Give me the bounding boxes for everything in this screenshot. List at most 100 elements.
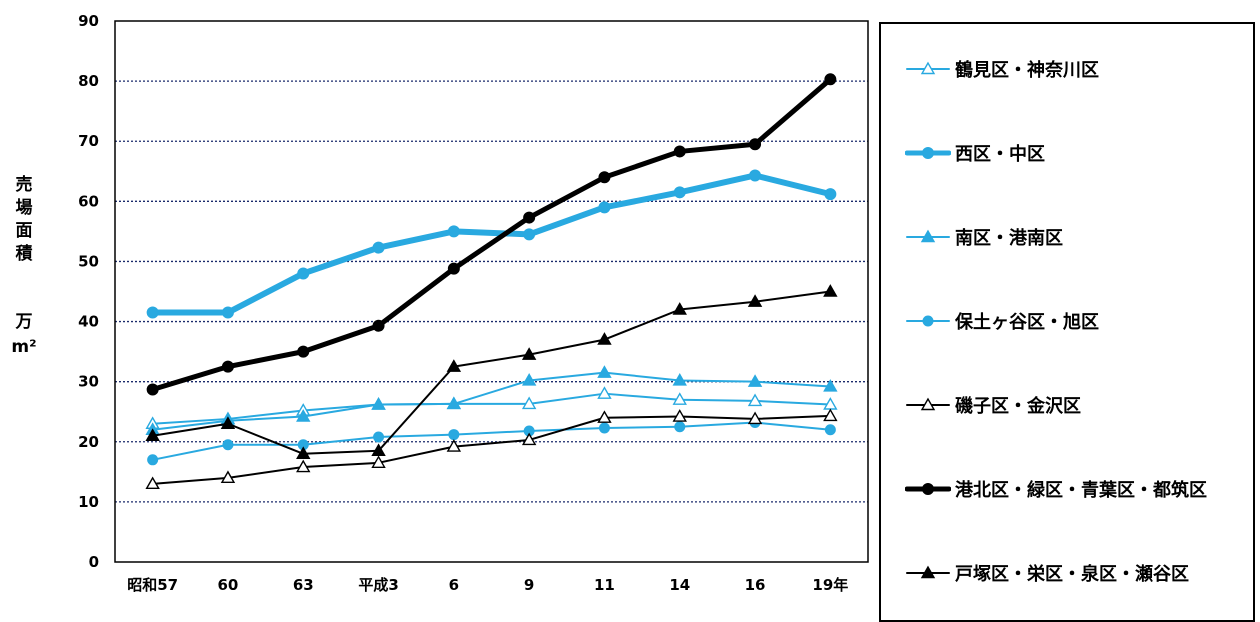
legend-item: 南区・港南区 bbox=[905, 222, 1063, 252]
data-point bbox=[597, 410, 612, 423]
data-point bbox=[221, 306, 234, 319]
data-point bbox=[597, 332, 612, 345]
x-tick-label: 19年 bbox=[812, 576, 848, 594]
data-point bbox=[922, 315, 934, 327]
data-point bbox=[296, 459, 311, 473]
legend: 鶴見区・神奈川区 西区・中区南区・港南区保土ヶ谷区・旭区 磯子区・金沢区港北区・緑区… bbox=[879, 22, 1255, 622]
y-axis-label-char: 場 bbox=[16, 198, 33, 218]
y-tick-label: 10 bbox=[78, 493, 99, 511]
data-point bbox=[747, 411, 763, 425]
x-tick-label: 6 bbox=[449, 576, 459, 594]
data-point bbox=[523, 211, 536, 224]
data-point bbox=[672, 392, 687, 405]
y-axis-label-char: 面 bbox=[16, 221, 33, 241]
x-tick-label: 9 bbox=[524, 576, 534, 594]
data-point bbox=[296, 446, 311, 459]
data-point bbox=[922, 483, 934, 495]
x-tick-label: 11 bbox=[594, 576, 615, 594]
data-point bbox=[672, 373, 687, 386]
x-tick-label: 昭和57 bbox=[127, 576, 178, 594]
legend-item: 戸塚区・栄区・泉区・瀬谷区 bbox=[905, 558, 1189, 588]
data-point bbox=[221, 360, 234, 373]
legend-label: 保土ヶ谷区・旭区 bbox=[955, 312, 1099, 333]
data-point bbox=[297, 345, 310, 358]
data-point bbox=[674, 421, 686, 433]
plot-area-border bbox=[114, 20, 869, 563]
data-point bbox=[672, 302, 687, 315]
data-point bbox=[220, 416, 236, 429]
y-tick-label: 20 bbox=[78, 433, 99, 451]
data-point bbox=[446, 439, 462, 452]
data-point bbox=[147, 454, 159, 466]
y-axis-label-char: 売 bbox=[16, 174, 33, 195]
data-point bbox=[373, 431, 385, 443]
legend-label: 戸塚区・栄区・泉区・瀬谷区 bbox=[955, 564, 1189, 585]
legend-swatch bbox=[906, 565, 950, 579]
data-point bbox=[920, 397, 936, 411]
legend-swatch bbox=[905, 483, 951, 495]
series-1 bbox=[145, 386, 838, 429]
data-point bbox=[749, 169, 762, 182]
data-point bbox=[220, 470, 236, 484]
y-tick-label: 90 bbox=[78, 12, 99, 30]
data-point bbox=[598, 422, 610, 434]
legend-item: 港北区・緑区・青葉区・都筑区 bbox=[905, 474, 1207, 504]
data-point bbox=[749, 138, 762, 151]
data-point bbox=[446, 396, 462, 410]
data-point bbox=[521, 373, 537, 386]
series-2 bbox=[146, 169, 837, 319]
series-7 bbox=[145, 284, 838, 459]
x-tick-label: 14 bbox=[669, 576, 690, 594]
data-point bbox=[824, 73, 837, 86]
legend-item: 鶴見区・神奈川区 bbox=[905, 54, 1099, 84]
x-tick-label: 16 bbox=[745, 576, 766, 594]
legend-swatch bbox=[906, 315, 950, 327]
data-point bbox=[297, 267, 310, 280]
data-point bbox=[673, 145, 686, 158]
data-point bbox=[448, 429, 460, 441]
data-point bbox=[371, 443, 386, 456]
x-tick-label: 63 bbox=[293, 576, 314, 594]
data-point bbox=[747, 374, 763, 387]
legend-label: 鶴見区・神奈川区 bbox=[955, 60, 1099, 81]
data-point bbox=[922, 147, 934, 159]
x-tick-label: 平成3 bbox=[358, 576, 398, 594]
data-point bbox=[598, 171, 611, 184]
data-point bbox=[673, 186, 686, 199]
y-unit-label: 万 bbox=[15, 312, 33, 332]
data-point bbox=[447, 262, 460, 275]
line-chart: 0 10 20 30 40 50 60 70 80 90 昭和57 60 63 平成3 6 9 11 14 16 1… bbox=[11, 12, 869, 594]
series-line bbox=[149, 172, 834, 316]
data-point bbox=[920, 61, 936, 75]
data-point bbox=[521, 347, 537, 360]
legend-label: 港北区・緑区・青葉区・都筑区 bbox=[955, 480, 1207, 501]
data-point bbox=[598, 201, 611, 214]
y-tick-label: 70 bbox=[78, 132, 99, 150]
series-line bbox=[151, 371, 832, 431]
data-point bbox=[920, 229, 936, 243]
legend-swatch bbox=[905, 147, 951, 159]
legend-label: 南区・港南区 bbox=[955, 228, 1063, 249]
data-point bbox=[597, 386, 612, 399]
legend-label: 西区・中区 bbox=[955, 144, 1045, 165]
series-line bbox=[151, 414, 832, 485]
data-point bbox=[146, 306, 159, 319]
data-point bbox=[521, 396, 537, 410]
data-point bbox=[296, 409, 311, 422]
data-point bbox=[523, 228, 536, 241]
series-line bbox=[151, 290, 832, 455]
legend-item: 保土ヶ谷区・旭区 bbox=[905, 306, 1099, 336]
data-point bbox=[747, 393, 763, 407]
data-point bbox=[371, 455, 386, 469]
data-point bbox=[222, 439, 234, 451]
data-point bbox=[521, 432, 537, 446]
legend-label: 磯子区・金沢区 bbox=[955, 396, 1081, 417]
series-line bbox=[151, 392, 832, 425]
legend-item: 磯子区・金沢区 bbox=[905, 390, 1081, 420]
y-tick-label: 80 bbox=[78, 72, 99, 90]
x-tick-label: 60 bbox=[218, 576, 239, 594]
series-6 bbox=[146, 73, 837, 396]
legend-swatch bbox=[906, 397, 950, 411]
y-tick-label: 0 bbox=[89, 553, 99, 571]
